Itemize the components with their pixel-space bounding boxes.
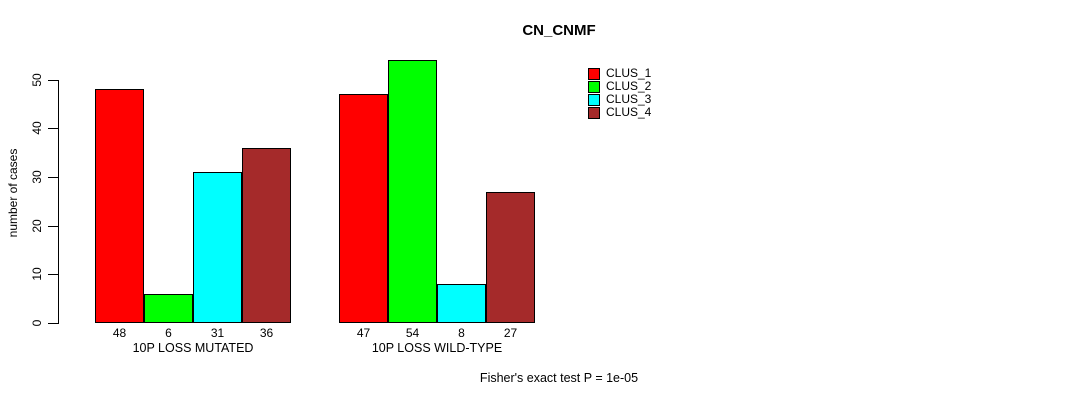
- category-label: 10P LOSS MUTATED: [132, 341, 254, 355]
- annotation-text: Fisher's exact test P = 1e-05: [479, 371, 639, 385]
- category-label: 10P LOSS WILD-TYPE: [371, 341, 503, 355]
- legend-swatch: [588, 93, 600, 106]
- y-tick-label: 20: [30, 219, 44, 233]
- y-tick-mark: [48, 177, 58, 178]
- y-axis-line: [58, 80, 59, 324]
- legend-item: CLUS_4: [588, 106, 651, 119]
- bar-clus_3: [193, 172, 242, 323]
- bar-clus_1: [95, 89, 144, 323]
- bar-clus_2: [388, 60, 437, 323]
- legend-label: CLUS_1: [606, 66, 652, 80]
- legend-item: CLUS_1: [588, 67, 651, 80]
- y-tick-mark: [48, 80, 58, 81]
- y-tick-mark: [48, 226, 58, 227]
- bar-value-label: 27: [503, 326, 518, 340]
- y-tick-label: 0: [30, 319, 44, 327]
- bar-value-label: 47: [356, 326, 371, 340]
- y-tick-label: 50: [30, 73, 44, 87]
- legend-swatch: [588, 106, 600, 119]
- y-tick-mark: [48, 323, 58, 324]
- y-tick-mark: [48, 274, 58, 275]
- y-tick-label: 10: [30, 267, 44, 281]
- bar-value-label: 31: [210, 326, 225, 340]
- legend-item: CLUS_3: [588, 93, 651, 106]
- bar-clus_3: [437, 284, 486, 323]
- bar-value-label: 36: [259, 326, 274, 340]
- bar-clus_2: [144, 294, 193, 323]
- y-axis-title: number of cases: [6, 148, 20, 238]
- bar-value-label: 48: [112, 326, 127, 340]
- bar-clus_4: [242, 148, 291, 323]
- legend-label: CLUS_3: [606, 92, 652, 106]
- y-tick-label: 30: [30, 170, 44, 184]
- bar-value-label: 8: [458, 326, 465, 340]
- legend-label: CLUS_2: [606, 79, 652, 93]
- chart-title: CN_CNMF: [522, 22, 596, 39]
- bar-clus_4: [486, 192, 535, 323]
- y-tick-label: 40: [30, 121, 44, 135]
- legend-swatch: [588, 80, 600, 93]
- legend-label: CLUS_4: [606, 105, 652, 119]
- bar-value-label: 6: [165, 326, 172, 340]
- legend-item: CLUS_2: [588, 80, 651, 93]
- legend-swatch: [588, 67, 600, 80]
- bar-value-label: 54: [405, 326, 420, 340]
- y-tick-mark: [48, 128, 58, 129]
- bar-clus_1: [339, 94, 388, 323]
